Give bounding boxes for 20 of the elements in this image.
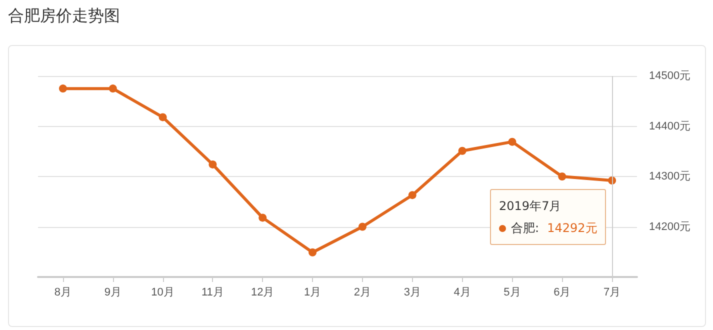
x-tick-label: 11月	[201, 286, 224, 298]
chart-title: 合肥房价走势图	[8, 6, 120, 27]
x-tick-label: 1月	[304, 286, 322, 298]
data-label: 14292元	[547, 220, 598, 235]
x-tick-label: 8月	[54, 286, 72, 298]
x-tick-label: 3月	[404, 286, 421, 298]
y-tick-label: 14200元	[649, 220, 691, 233]
x-tick-label: 4月	[454, 286, 471, 298]
x-tick-label: 9月	[104, 286, 122, 298]
x-tick-label: 2月	[354, 286, 372, 298]
y-tick-label: 14500元	[649, 70, 691, 82]
annotation: 2019年7月	[499, 198, 562, 215]
y-tick-label: 14300元	[649, 170, 691, 182]
x-tick-label: 10月	[151, 286, 174, 298]
legend-label: 合肥:	[511, 220, 540, 235]
x-tick-label: 12月	[251, 286, 274, 298]
x-tick-label: 6月	[554, 286, 571, 298]
x-tick-label: 5月	[504, 286, 521, 298]
x-tick-label: 7月	[603, 286, 621, 298]
y-tick-label: 14400元	[649, 120, 691, 132]
